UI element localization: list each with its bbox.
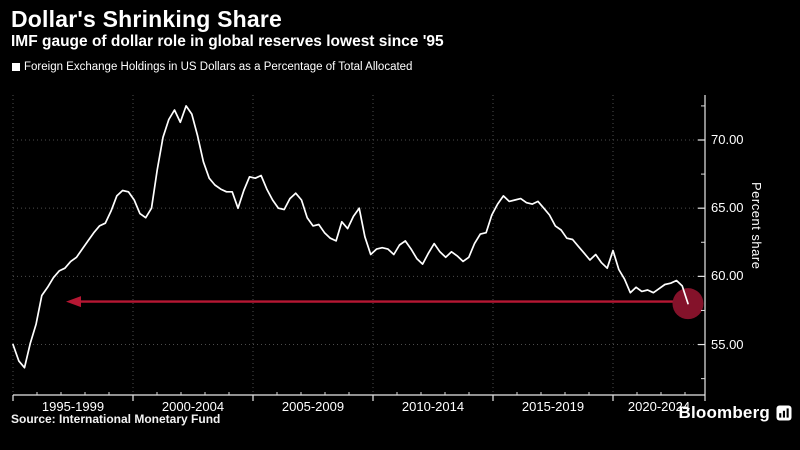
y-axis-title: Percent share xyxy=(749,182,764,270)
y-tick-label: 70.00 xyxy=(711,132,744,147)
x-tick-label: 1995-1999 xyxy=(41,399,105,414)
x-tick-label: 2005-2009 xyxy=(281,399,345,414)
legend-label: Foreign Exchange Holdings in US Dollars … xyxy=(24,61,413,73)
usd-share-line xyxy=(12,105,689,369)
x-tick-label: 2015-2019 xyxy=(521,399,585,414)
page-title: Dollar's Shrinking Share xyxy=(11,6,283,32)
y-tick-label: 65.00 xyxy=(711,200,744,216)
arrowhead-icon xyxy=(66,296,81,308)
bloomberg-terminal-icon xyxy=(776,405,792,421)
bloomberg-wordmark: Bloomberg xyxy=(678,403,770,422)
y-tick-label: 55.00 xyxy=(711,336,744,352)
y-tick-label: 60.00 xyxy=(711,268,744,284)
bloomberg-logo: Bloomberg xyxy=(678,403,792,423)
x-tick-label: 2010-2014 xyxy=(401,399,465,414)
x-tick-label: 2020-2024 xyxy=(627,399,691,414)
x-tick-label: 2000-2004 xyxy=(161,399,225,414)
legend: Foreign Exchange Holdings in US Dollars … xyxy=(12,61,412,73)
source-text: Source: International Monetary Fund xyxy=(11,412,221,426)
legend-swatch-icon xyxy=(12,63,20,71)
page-subtitle: IMF gauge of dollar role in global reser… xyxy=(11,33,444,50)
